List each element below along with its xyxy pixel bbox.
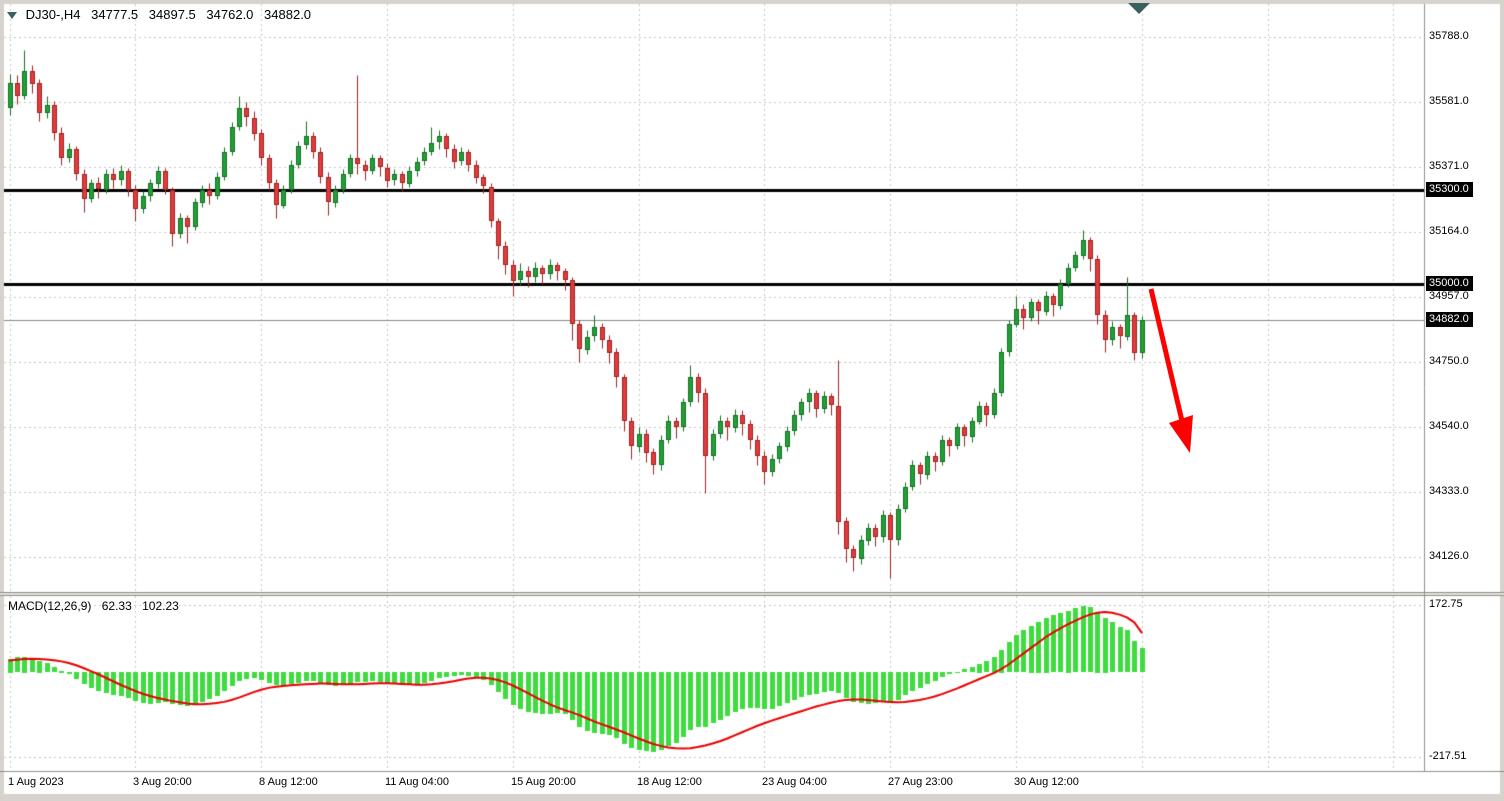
current-price-badge: 34882.0 [1426,312,1473,327]
time-axis-label: 30 Aug 12:00 [1014,776,1079,788]
macd-info-line: MACD(12,26,9) 62.33 102.23 [8,599,186,613]
time-axis-label: 3 Aug 20:00 [133,776,192,788]
time-axis-label: 18 Aug 12:00 [637,776,702,788]
price-tick-label: 35788.0 [1429,30,1469,42]
time-axis-label: 23 Aug 04:00 [762,776,827,788]
price-level-badge: 35300.0 [1426,182,1473,197]
time-axis-label: 8 Aug 12:00 [259,776,318,788]
time-axis-label: 1 Aug 2023 [8,776,64,788]
chart-info-line: DJ30-,H4 34777.5 34897.5 34762.0 34882.0 [7,7,311,22]
price-tick-label: 34333.0 [1429,485,1469,497]
price-tick-label: 35164.0 [1429,225,1469,237]
price-level-badge: 35000.0 [1426,276,1473,291]
price-tick-label: 34957.0 [1429,290,1469,302]
price-tick-label: 34126.0 [1429,550,1469,562]
price-tick-label: 34540.0 [1429,420,1469,432]
ohlc-open: 34777.5 [91,7,139,22]
macd-signal-value: 102.23 [142,599,179,613]
macd-name: MACD(12,26,9) [8,599,92,613]
macd-tick-label: 172.75 [1429,598,1463,610]
ohlc-low: 34762.0 [206,7,254,22]
symbol-dropdown-icon[interactable] [7,11,17,19]
price-tick-label: 35371.0 [1429,160,1469,172]
price-tick-label: 34750.0 [1429,355,1469,367]
macd-tick-label: -217.51 [1429,750,1467,762]
time-axis-label: 27 Aug 23:00 [888,776,953,788]
macd-main-value: 62.33 [101,599,132,613]
price-tick-label: 35581.0 [1429,95,1469,107]
time-axis-label: 15 Aug 20:00 [511,776,576,788]
time-axis-label: 11 Aug 04:00 [385,776,450,788]
symbol-timeframe: DJ30-,H4 [25,7,81,22]
chart-shift-marker-icon[interactable] [1128,3,1150,14]
ohlc-high: 34897.5 [148,7,196,22]
ohlc-close: 34882.0 [264,7,312,22]
